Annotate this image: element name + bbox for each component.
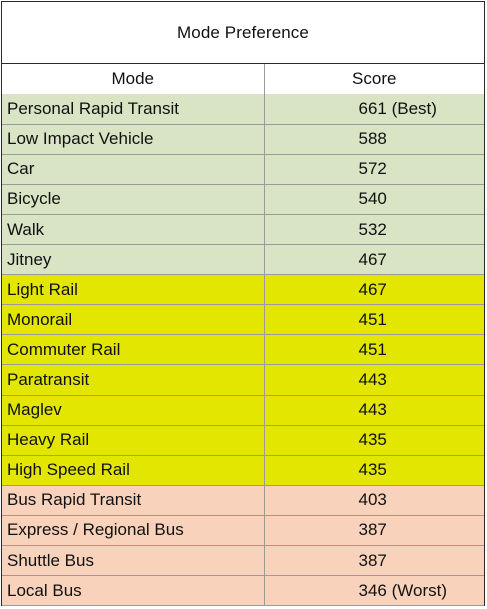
score-cell: 467 xyxy=(264,244,484,275)
column-header-score: Score xyxy=(264,64,484,95)
score-cell: 661 (Best) xyxy=(264,94,484,125)
table-row: Shuttle Bus 387 xyxy=(2,544,484,576)
score-cell: 451 xyxy=(264,304,484,335)
mode-cell: Bus Rapid Transit xyxy=(2,484,265,516)
column-header-mode: Mode xyxy=(2,64,265,95)
score-cell: 435 xyxy=(264,424,484,456)
table-row: Bicycle 540 xyxy=(2,183,484,215)
table-row: Express / Regional Bus 387 xyxy=(2,514,484,546)
score-cell: 532 xyxy=(264,213,484,245)
mode-cell: Low Impact Vehicle xyxy=(2,123,265,155)
table-row: Monorail 451 xyxy=(2,304,484,335)
mode-preference-table: Mode Score Personal Rapid Transit 661 (Be… xyxy=(2,64,484,607)
table-row: Personal Rapid Transit 661 (Best) xyxy=(2,94,484,125)
table-row: Paratransit 443 xyxy=(2,364,484,396)
header-row: Mode Score xyxy=(2,64,484,95)
score-cell: 443 xyxy=(264,394,484,426)
score-cell: 435 xyxy=(264,454,484,486)
table-title: Mode Preference xyxy=(2,2,484,64)
table-row: Bus Rapid Transit 403 xyxy=(2,484,484,516)
table-row: Low Impact Vehicle 588 xyxy=(2,123,484,155)
score-cell: 387 xyxy=(264,514,484,546)
table-row: Local Bus 346 (Worst) xyxy=(2,575,484,607)
mode-cell: Maglev xyxy=(2,394,265,426)
score-cell: 403 xyxy=(264,484,484,516)
score-cell: 451 xyxy=(264,334,484,365)
score-cell: 387 xyxy=(264,544,484,576)
table-row: Commuter Rail 451 xyxy=(2,334,484,365)
mode-cell: Bicycle xyxy=(2,183,265,215)
table-row: High Speed Rail 435 xyxy=(2,454,484,486)
mode-cell: Local Bus xyxy=(2,575,265,607)
mode-cell: Light Rail xyxy=(2,274,265,305)
table-row: Walk 532 xyxy=(2,213,484,245)
score-cell: 588 xyxy=(264,123,484,155)
mode-cell: Jitney xyxy=(2,244,265,275)
mode-cell: High Speed Rail xyxy=(2,454,265,486)
mode-cell: Commuter Rail xyxy=(2,334,265,365)
mode-cell: Heavy Rail xyxy=(2,424,265,456)
mode-cell: Personal Rapid Transit xyxy=(2,94,265,125)
score-cell: 443 xyxy=(264,364,484,396)
mode-cell: Express / Regional Bus xyxy=(2,514,265,546)
table-row: Light Rail 467 xyxy=(2,274,484,305)
mode-cell: Shuttle Bus xyxy=(2,544,265,576)
mode-cell: Car xyxy=(2,153,265,185)
score-cell: 467 xyxy=(264,274,484,305)
table-row: Maglev 443 xyxy=(2,394,484,426)
score-cell: 572 xyxy=(264,153,484,185)
table-body: Personal Rapid Transit 661 (Best) Low Impa… xyxy=(2,94,484,607)
mode-cell: Monorail xyxy=(2,304,265,335)
table-row: Car 572 xyxy=(2,153,484,185)
score-cell: 346 (Worst) xyxy=(264,575,484,607)
table-row: Heavy Rail 435 xyxy=(2,424,484,456)
score-cell: 540 xyxy=(264,183,484,215)
mode-cell: Paratransit xyxy=(2,364,265,396)
mode-cell: Walk xyxy=(2,213,265,245)
table-row: Jitney 467 xyxy=(2,244,484,275)
